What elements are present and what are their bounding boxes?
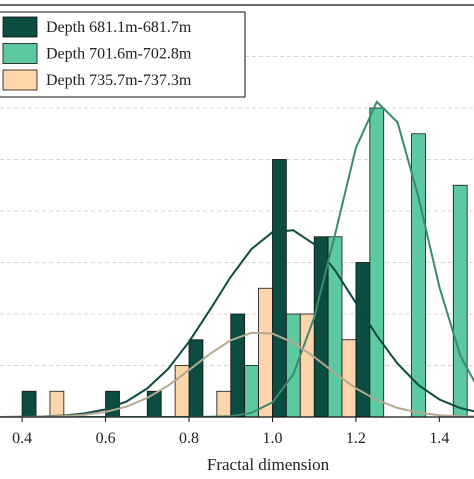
bar — [299, 313, 315, 418]
legend-swatch — [2, 43, 38, 64]
x-tick-label: 1.4 — [429, 430, 449, 447]
bar — [313, 236, 329, 418]
x-axis-label: Fractal dimension — [207, 455, 330, 474]
bar — [49, 390, 65, 418]
bar — [452, 184, 468, 418]
x-tick-label: 0.6 — [96, 430, 116, 447]
bar — [244, 365, 259, 418]
x-tick-label: 0.4 — [12, 430, 32, 447]
bar — [216, 390, 232, 418]
bar — [341, 339, 357, 418]
bar — [355, 262, 371, 418]
bar — [272, 159, 287, 418]
bar — [21, 390, 37, 418]
bar — [174, 365, 190, 418]
bar — [285, 313, 301, 418]
x-tick-label: 1.2 — [346, 430, 366, 447]
legend-label: Depth 701.6m-702.8m — [46, 46, 192, 63]
fit-curve — [0, 100, 474, 417]
legend-swatch — [2, 69, 38, 91]
legend-box — [0, 11, 246, 98]
bar — [230, 313, 246, 418]
legend-label: Depth 681.1m-681.7m — [46, 19, 192, 36]
bar — [258, 287, 273, 418]
fit-curve — [0, 331, 474, 417]
legend-label: Depth 735.7m-737.3m — [46, 72, 192, 89]
bar — [188, 339, 204, 418]
bar — [369, 107, 385, 418]
x-tick-label: 0.8 — [179, 430, 199, 447]
x-tick-label: 1.0 — [262, 430, 282, 447]
bar — [146, 390, 162, 418]
legend-swatch — [2, 16, 38, 38]
